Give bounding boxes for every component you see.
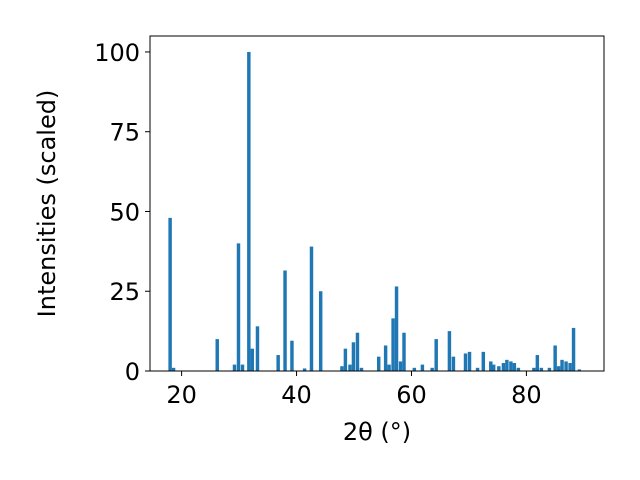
bar [532, 367, 536, 371]
bar [355, 332, 360, 371]
bar [232, 364, 237, 371]
bar [247, 51, 251, 371]
x-tick-label: 80 [511, 381, 542, 409]
bar [430, 367, 434, 371]
bar [556, 366, 561, 371]
bar [383, 345, 388, 371]
bar [412, 367, 417, 371]
bar [318, 291, 323, 371]
bar [553, 345, 557, 371]
bar [255, 326, 260, 371]
bar [560, 359, 564, 371]
x-tick-label: 20 [166, 381, 197, 409]
bar [168, 217, 172, 371]
bar [547, 367, 552, 371]
bar [302, 368, 307, 371]
bar [539, 367, 544, 371]
bar [359, 367, 364, 371]
bar [171, 367, 176, 371]
bar [215, 339, 219, 371]
bar [283, 270, 287, 371]
y-tick-label: 50 [109, 198, 140, 226]
bars [168, 51, 582, 371]
bar [236, 243, 241, 371]
x-tick-label: 40 [281, 381, 312, 409]
bar [577, 369, 582, 371]
bar [451, 356, 456, 371]
bar [475, 367, 480, 371]
bar [467, 351, 472, 371]
bar [535, 355, 540, 371]
bar [509, 361, 513, 371]
bar [394, 286, 399, 371]
bar [340, 366, 344, 371]
y-tick-label: 100 [94, 39, 140, 67]
bar [290, 340, 294, 371]
bar [398, 361, 403, 371]
bar [351, 342, 356, 371]
bar [434, 339, 438, 371]
bar [377, 356, 381, 371]
x-axis-ticks: 20 40 60 80 [166, 371, 542, 409]
bar [250, 348, 255, 371]
bar [516, 367, 521, 371]
bar [568, 363, 572, 371]
plot-frame [149, 35, 605, 372]
bar [481, 351, 486, 371]
bar [512, 363, 517, 371]
bar [497, 366, 501, 371]
bar [420, 364, 425, 371]
bar [489, 361, 493, 371]
x-tick-label: 60 [396, 381, 427, 409]
bar [348, 364, 352, 371]
y-tick-label: 75 [109, 119, 140, 147]
bar [387, 364, 391, 371]
bar [402, 332, 406, 371]
x-axis-label: 2θ (°) [343, 418, 411, 446]
bar [463, 353, 468, 371]
bar [571, 327, 576, 371]
bar [276, 355, 280, 371]
bar [240, 364, 245, 371]
bar [505, 359, 509, 371]
y-tick-label: 0 [125, 358, 140, 386]
bar [447, 331, 452, 371]
bar [343, 348, 348, 371]
y-tick-label: 25 [109, 278, 140, 306]
y-axis-ticks: 0 25 50 75 100 [94, 39, 150, 386]
bar [564, 361, 568, 371]
bar [309, 246, 314, 371]
bar [391, 318, 395, 371]
bar [501, 363, 506, 371]
y-axis-label: Intensities (scaled) [33, 90, 61, 318]
bar [491, 364, 496, 371]
